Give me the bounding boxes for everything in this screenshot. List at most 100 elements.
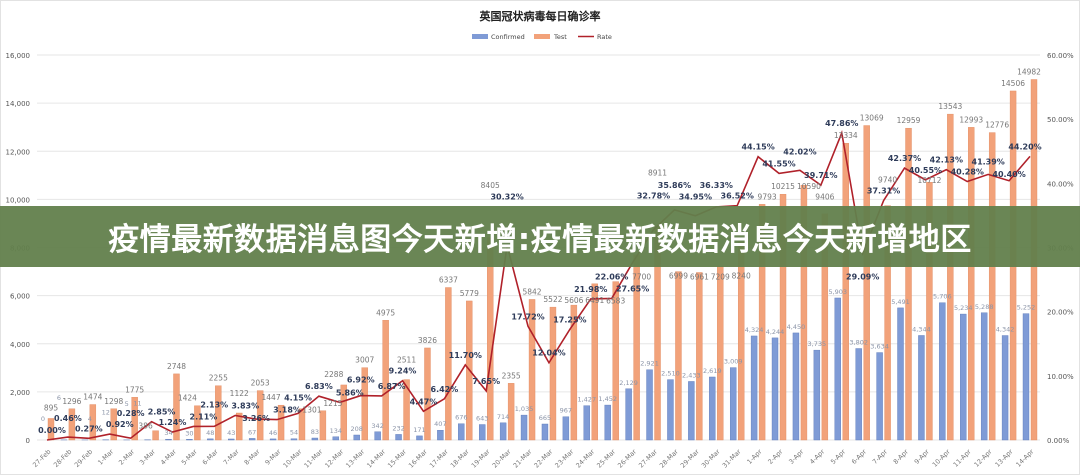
test-data-label: 10215 <box>771 182 795 191</box>
x-axis-tick: 1-Mar <box>96 448 115 467</box>
right-axis-tick: 10.00% <box>1047 373 1074 381</box>
x-axis-tick: 28-Mar <box>658 448 680 470</box>
rate-data-label: 32.78% <box>637 192 670 201</box>
test-data-label: 895 <box>44 403 59 412</box>
bar-test <box>696 272 703 441</box>
test-data-label: 6337 <box>439 276 458 285</box>
test-data-label: 8911 <box>648 169 667 178</box>
legend-swatch-confirmed <box>472 34 488 39</box>
bar-test <box>884 205 891 441</box>
rate-data-label: 27.65% <box>616 285 649 294</box>
test-data-label: 4975 <box>376 308 395 317</box>
headline-banner: 疫情最新数据消息图今天新增:疫情最新数据消息今天新增地区 <box>0 206 1080 267</box>
bar-test <box>152 430 159 441</box>
test-data-label: 1215 <box>323 399 342 408</box>
confirmed-data-label: 67 <box>248 428 256 436</box>
rate-data-label: 29.09% <box>846 272 879 281</box>
rate-data-label: 41.39% <box>972 157 1005 166</box>
bar-test <box>277 404 285 441</box>
rate-data-label: 47.86% <box>825 119 858 128</box>
x-axis-tick: 9-Mar <box>264 448 283 467</box>
confirmed-data-label: 665 <box>539 414 551 422</box>
bar-confirmed <box>646 369 653 441</box>
bar-confirmed <box>562 416 570 441</box>
confirmed-data-label: 5,903 <box>828 288 847 296</box>
x-axis-tick: 3-Apr <box>787 448 805 466</box>
legend: Confirmed Test Rate <box>472 33 612 41</box>
left-axis-tick: 12,000 <box>6 148 31 156</box>
confirmed-data-label: 232 <box>392 424 404 432</box>
x-axis-tick: 26-Mar <box>616 448 638 470</box>
test-data-label: 9793 <box>758 192 777 201</box>
bar-confirmed <box>374 431 381 441</box>
chart-title: 英国冠状病毒每日确诊率 <box>479 9 601 23</box>
bar-test <box>779 194 787 441</box>
x-axis-tick: 13-Apr <box>993 448 1014 469</box>
bar-confirmed <box>980 312 988 441</box>
x-axis-tick: 27-Mar <box>637 448 659 470</box>
bar-confirmed <box>1022 313 1030 441</box>
rate-data-label: 6.87% <box>378 382 406 391</box>
test-data-label: 5779 <box>460 289 479 298</box>
confirmed-data-label: 171 <box>413 426 425 434</box>
rate-data-label: 0.28% <box>117 409 145 418</box>
bar-test <box>842 143 849 441</box>
test-data-label: 9406 <box>815 193 834 202</box>
x-axis-tick: 11-Apr <box>952 448 973 469</box>
bar-test <box>403 379 410 441</box>
test-data-label: 386 <box>138 422 153 431</box>
test-data-label: 2288 <box>324 370 343 379</box>
confirmed-data-label: 3,735 <box>808 340 827 348</box>
rate-data-label: 2.85% <box>148 408 176 417</box>
bar-confirmed <box>458 423 465 441</box>
test-data-label: 3007 <box>355 356 374 365</box>
rate-data-label: 0.00% <box>38 426 66 435</box>
bar-test <box>131 397 138 441</box>
rate-data-label: 2.11% <box>190 412 218 421</box>
left-axis-tick: 10,000 <box>6 196 31 204</box>
test-data-label: 2053 <box>251 379 270 388</box>
confirmed-data-label: 5 <box>125 400 129 408</box>
bar-confirmed <box>228 438 235 441</box>
legend-label-confirmed: Confirmed <box>491 33 525 41</box>
x-axis-tick: 11-Mar <box>302 448 324 470</box>
rate-data-label: 39.71% <box>804 171 837 180</box>
confirmed-data-label: 2,619 <box>703 367 722 375</box>
confirmed-data-label: 0 <box>41 415 45 423</box>
x-axis-tick: 6-Mar <box>201 448 220 467</box>
test-data-label: 6491 <box>585 296 604 305</box>
x-axis-tick: 8-Mar <box>243 448 262 467</box>
bar-confirmed <box>709 376 716 441</box>
bar-confirmed <box>667 379 674 441</box>
test-data-label: 5522 <box>543 295 562 304</box>
bar-confirmed <box>499 422 507 441</box>
x-axis-tick: 21-Mar <box>512 448 534 470</box>
confirmed-data-label: 46 <box>269 429 277 437</box>
bar-confirmed <box>248 438 256 441</box>
x-axis-tick: 2-Mar <box>117 448 136 467</box>
confirmed-data-label: 5,288 <box>975 303 994 311</box>
right-axis-tick: 20.00% <box>1047 309 1074 317</box>
bar-confirmed <box>1001 335 1009 441</box>
confirmed-data-label: 134 <box>330 427 342 435</box>
x-axis-tick: 25-Mar <box>595 448 617 470</box>
test-data-label: 3826 <box>418 336 437 345</box>
headline-text: 疫情最新数据消息图今天新增:疫情最新数据消息今天新增地区 <box>108 222 972 258</box>
bar-confirmed <box>834 297 841 441</box>
confirmed-data-label: 54 <box>290 429 298 437</box>
confirmed-data-label: 967 <box>560 407 572 415</box>
x-axis-tick: 15-Mar <box>386 448 408 470</box>
bar-confirmed <box>729 367 737 441</box>
x-axis-tick: 22-Mar <box>533 448 555 470</box>
test-data-label: 1424 <box>178 394 197 403</box>
bar-confirmed <box>186 439 193 441</box>
confirmed-data-label: 2,510 <box>661 370 680 378</box>
x-axis-tick: 29-Mar <box>679 448 701 470</box>
x-axis-tick: 31-Mar <box>721 448 743 470</box>
x-axis-tick: 4-Apr <box>808 448 826 466</box>
test-data-label: 1298 <box>104 397 123 406</box>
confirmed-data-label: 2,433 <box>682 371 701 379</box>
test-data-label: 2748 <box>167 362 186 371</box>
test-data-label: 8405 <box>481 181 500 190</box>
right-axis-tick: 60.00% <box>1047 52 1074 60</box>
